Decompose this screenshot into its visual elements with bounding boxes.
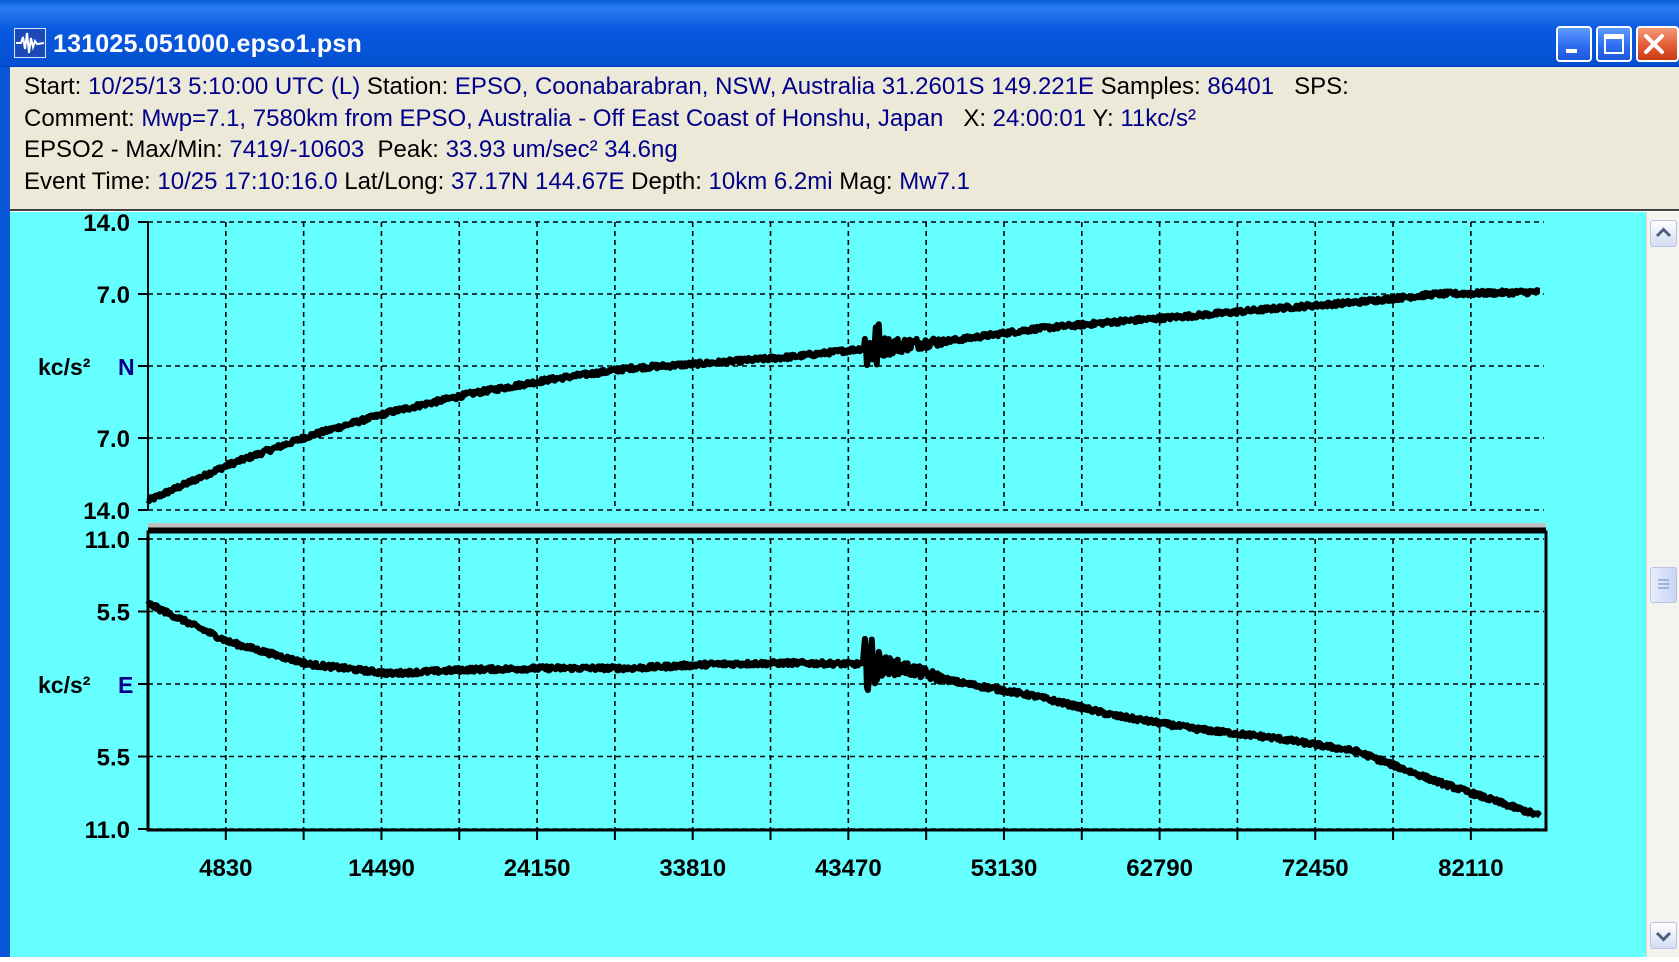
info-header: Start: 10/25/13 5:10:00 UTC (L) Station:… [10, 67, 1679, 211]
mag-label: Mag: [832, 167, 900, 195]
x-tick-label: 33810 [659, 855, 726, 882]
station-label: Station: [360, 73, 455, 100]
window-frame-left [0, 67, 10, 957]
sps-label: SPS: [1274, 73, 1349, 100]
x-tick-label: 4830 [199, 855, 252, 882]
x-tick-label: 62790 [1126, 855, 1193, 882]
x-tick-label: 72450 [1282, 855, 1349, 882]
minimize-icon [1566, 49, 1577, 53]
minimize-button[interactable] [1556, 26, 1592, 62]
depth-value: 10km 6.2mi [708, 167, 833, 195]
latlong-label: Lat/Long: [337, 167, 451, 195]
scroll-thumb[interactable] [1650, 567, 1677, 603]
event-time-label: Event Time: [24, 167, 158, 195]
chevron-up-icon [1655, 227, 1672, 238]
mag-value: Mw7.1 [899, 167, 970, 195]
x-tick-label: 82110 [1438, 855, 1503, 882]
close-button[interactable] [1636, 26, 1679, 62]
y-tick-label: 11.0 [85, 817, 130, 844]
y-tick-label: 14.0 [83, 212, 130, 237]
y-tick-label: 7.0 [97, 282, 130, 309]
start-label: Start: [24, 73, 89, 100]
channel-label: N [118, 354, 135, 380]
x-value: 24:00:01 [992, 104, 1087, 132]
y-unit-label: kc/s² [38, 672, 91, 698]
seismogram-chart: 14.07.0kc/s² N7.014.011.05.5kc/s² E5.511.0… [38, 210, 1548, 882]
info-line-maxmin: EPSO2 - Max/Min: 7419/-10603 Peak: 33.93… [24, 134, 1679, 166]
start-value: 10/25/13 5:10:00 UTC (L) [88, 73, 361, 100]
samples-value: 86401 [1207, 73, 1275, 100]
y-label: Y: [1086, 104, 1121, 132]
x-tick-label: 53130 [971, 855, 1038, 882]
x-tick-label: 14490 [348, 855, 415, 882]
maxmin-value: 7419/-10603 [229, 136, 365, 163]
panel-frame-e [146, 530, 1548, 832]
peak-value: 33.93 um/sec² 34.6ng [445, 136, 678, 163]
samples-label: Samples: [1094, 73, 1208, 100]
event-time-value: 10/25 17:10:16.0 [157, 167, 338, 195]
panel-separator [148, 523, 1546, 530]
seismogram-plot-area[interactable]: 14.0 7.0 kc/s² N 7.0 14.0 11.0 5.5 kc/s² E 5.5 11.0… [10, 210, 1646, 957]
seismogram-trace-n [145, 287, 1542, 505]
maximize-icon [1604, 34, 1624, 54]
vertical-scrollbar[interactable] [1646, 212, 1679, 957]
comment-value: Mwp=7.1, 7580km from EPSO, Australia - O… [141, 104, 944, 132]
seismogram-trace-e [145, 599, 1542, 819]
seismograph-icon [14, 28, 46, 58]
peak-label: Peak: [364, 136, 446, 163]
channel-maxmin-label: EPSO2 - Max/Min: [24, 136, 230, 163]
info-line-event: Event Time: 10/25 17:10:16.0 Lat/Long: 3… [24, 166, 1679, 198]
y-tick-label: 5.5 [97, 745, 130, 772]
y-tick-label: 11.0 [85, 527, 130, 554]
scroll-down-button[interactable] [1650, 922, 1677, 949]
x-tick-label: 43470 [815, 855, 882, 882]
window-title: 131025.051000.epso1.psn [53, 30, 362, 58]
y-unit-label: kc/s² [38, 354, 91, 380]
info-line-comment: Comment: Mwp=7.1, 7580km from EPSO, Aust… [24, 103, 1679, 135]
close-icon [1644, 34, 1664, 54]
grip-icon [1658, 579, 1669, 589]
y-tick-label: 7.0 [97, 426, 130, 453]
latlong-value: 37.17N 144.67E [451, 167, 625, 195]
station-value: EPSO, Coonabarabran, NSW, Australia 31.2… [454, 73, 1094, 100]
y-value: 11kc/s² [1120, 104, 1196, 132]
comment-label: Comment: [24, 104, 142, 132]
x-tick-label: 24150 [504, 855, 571, 882]
depth-label: Depth: [624, 167, 709, 195]
x-label: X: [943, 104, 993, 132]
y-tick-label: 14.0 [83, 498, 130, 525]
y-tick-label: 5.5 [97, 600, 130, 627]
chevron-down-icon [1655, 931, 1672, 942]
maximize-button[interactable] [1596, 26, 1632, 62]
title-bar[interactable]: 131025.051000.epso1.psn [0, 0, 1679, 67]
info-line-start: Start: 10/25/13 5:10:00 UTC (L) Station:… [24, 71, 1679, 103]
scroll-up-button[interactable] [1650, 220, 1677, 247]
channel-label: E [118, 672, 133, 698]
